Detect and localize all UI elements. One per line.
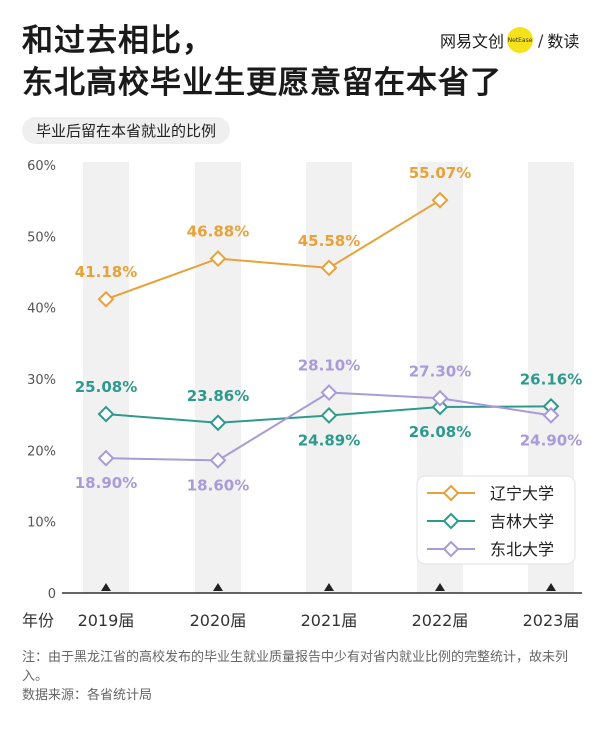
title-line-2: 东北高校毕业生更愿意留在本省了 <box>22 65 502 101</box>
x-tick-label: 2019届 <box>78 611 135 630</box>
page-title: 和过去相比， 东北高校毕业生更愿意留在本省了 <box>22 20 502 104</box>
x-tick-marker <box>435 583 445 591</box>
x-tick-marker <box>546 583 556 591</box>
data-label: 26.08% <box>409 423 471 441</box>
grid-band <box>306 162 352 593</box>
data-label: 27.30% <box>409 362 471 380</box>
legend-marker <box>442 512 460 530</box>
legend-box <box>416 475 576 565</box>
legend-marker <box>442 484 460 502</box>
data-label: 24.90% <box>520 431 582 449</box>
y-tick-label: 60% <box>27 159 56 174</box>
x-tick-marker <box>213 583 223 591</box>
data-point <box>431 398 449 416</box>
brand-channel: 数读 <box>547 32 580 51</box>
grid-band <box>83 162 129 593</box>
x-tick-label: 2021届 <box>301 611 358 630</box>
data-point <box>97 290 115 308</box>
data-point <box>542 406 560 424</box>
data-label: 28.10% <box>298 357 360 375</box>
x-tick-label: 2020届 <box>190 611 247 630</box>
footnote: 注：由于黑龙江省的高校发布的毕业生就业质量报告中少有对省内就业比例的完整统计，故… <box>22 648 582 705</box>
data-point <box>431 389 449 407</box>
data-label: 25.08% <box>75 378 137 396</box>
data-label: 24.89% <box>298 431 360 449</box>
data-label: 41.18% <box>75 263 137 281</box>
legend-label: 辽宁大学 <box>490 484 554 503</box>
data-label: 18.60% <box>187 476 249 494</box>
data-point <box>209 250 227 268</box>
data-point <box>97 405 115 423</box>
legend-label: 吉林大学 <box>490 512 554 531</box>
y-tick-label: 10% <box>27 516 56 531</box>
data-point <box>209 414 227 432</box>
legend-label: 东北大学 <box>490 540 554 559</box>
footnote-text: 注：由于黑龙江省的高校发布的毕业生就业质量报告中少有对省内就业比例的完整统计，故… <box>22 650 569 684</box>
brand-logo: 网易文创 NetEase / 数读 <box>440 27 580 53</box>
x-tick-marker <box>101 583 111 591</box>
data-point <box>320 384 338 401</box>
data-label: 45.58% <box>298 232 360 250</box>
data-point <box>209 451 227 469</box>
brand-badge: NetEase <box>507 27 534 53</box>
data-point <box>320 259 338 277</box>
x-axis-title: 年份 <box>22 611 54 630</box>
series-line <box>105 199 441 301</box>
y-tick-label: 0 <box>48 587 56 602</box>
brand-name: 网易文创 <box>440 32 505 51</box>
y-tick-label: 30% <box>27 373 56 388</box>
data-source: 数据来源：各省统计局 <box>22 688 153 703</box>
data-point <box>97 449 115 467</box>
data-label: 55.07% <box>409 164 471 182</box>
title-line-1: 和过去相比， <box>22 23 214 59</box>
line-chart: 0 10% 20% 30% 40% 50% 60% 年份 2019届 2020届 2021届 2022… <box>22 159 582 630</box>
data-point <box>431 191 449 209</box>
x-tick-marker <box>324 583 334 591</box>
grid-band <box>195 162 241 593</box>
data-point <box>320 407 338 424</box>
brand-separator: / <box>538 30 544 50</box>
chart-subtitle: 毕业后留在本省就业的比例 <box>22 117 231 144</box>
legend-marker <box>442 540 460 558</box>
data-label: 23.86% <box>187 387 249 405</box>
data-label: 46.88% <box>187 223 249 241</box>
y-tick-label: 40% <box>27 302 56 317</box>
y-tick-label: 50% <box>27 230 56 245</box>
x-tick-label: 2022届 <box>412 611 469 630</box>
y-tick-label: 20% <box>27 444 56 459</box>
data-label: 18.90% <box>75 474 137 492</box>
data-label: 26.16% <box>520 370 582 388</box>
x-tick-label: 2023届 <box>523 611 580 630</box>
